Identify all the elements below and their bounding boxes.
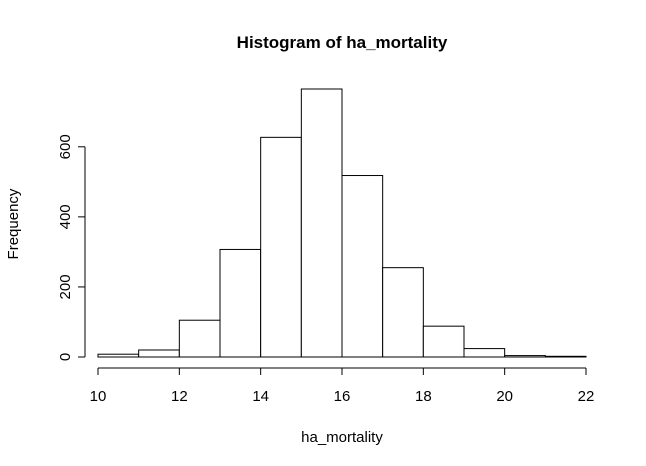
histogram-bar-11-12 bbox=[138, 349, 180, 358]
x-axis-label: ha_mortality bbox=[301, 429, 383, 446]
histogram-bar-17-18 bbox=[382, 267, 424, 358]
histogram-bar-18-19 bbox=[422, 325, 465, 358]
histogram-bar-21-22 bbox=[544, 355, 587, 358]
histogram-bar-14-15 bbox=[260, 136, 302, 358]
y-tick-label-0: 0 bbox=[57, 353, 74, 361]
y-axis: 0 200 400 600 bbox=[57, 134, 86, 361]
histogram-bar-10-11 bbox=[97, 353, 140, 358]
x-tick-label-10: 10 bbox=[90, 388, 107, 405]
x-tick-label-18: 18 bbox=[415, 388, 432, 405]
bars-layer bbox=[97, 88, 587, 358]
y-axis-label: Frequency bbox=[5, 188, 22, 259]
x-tick-label-20: 20 bbox=[496, 388, 513, 405]
y-tick-label-600: 600 bbox=[57, 134, 74, 159]
histogram-bar-16-17 bbox=[341, 175, 384, 358]
histogram-bar-13-14 bbox=[219, 248, 262, 358]
y-tick-label-200: 200 bbox=[57, 274, 74, 299]
y-tick-label-400: 400 bbox=[57, 204, 74, 229]
histogram-bar-20-21 bbox=[504, 355, 546, 358]
chart-title: Histogram of ha_mortality bbox=[237, 33, 448, 52]
x-tick-label-16: 16 bbox=[334, 388, 351, 405]
histogram-bar-15-16 bbox=[300, 88, 343, 358]
x-tick-label-14: 14 bbox=[252, 388, 269, 405]
x-tick-label-22: 22 bbox=[578, 388, 595, 405]
histogram-bar-19-20 bbox=[463, 348, 506, 358]
x-axis: 10 12 14 16 18 20 22 bbox=[90, 367, 595, 405]
x-tick-label-12: 12 bbox=[171, 388, 188, 405]
histogram-bar-12-13 bbox=[178, 319, 221, 358]
